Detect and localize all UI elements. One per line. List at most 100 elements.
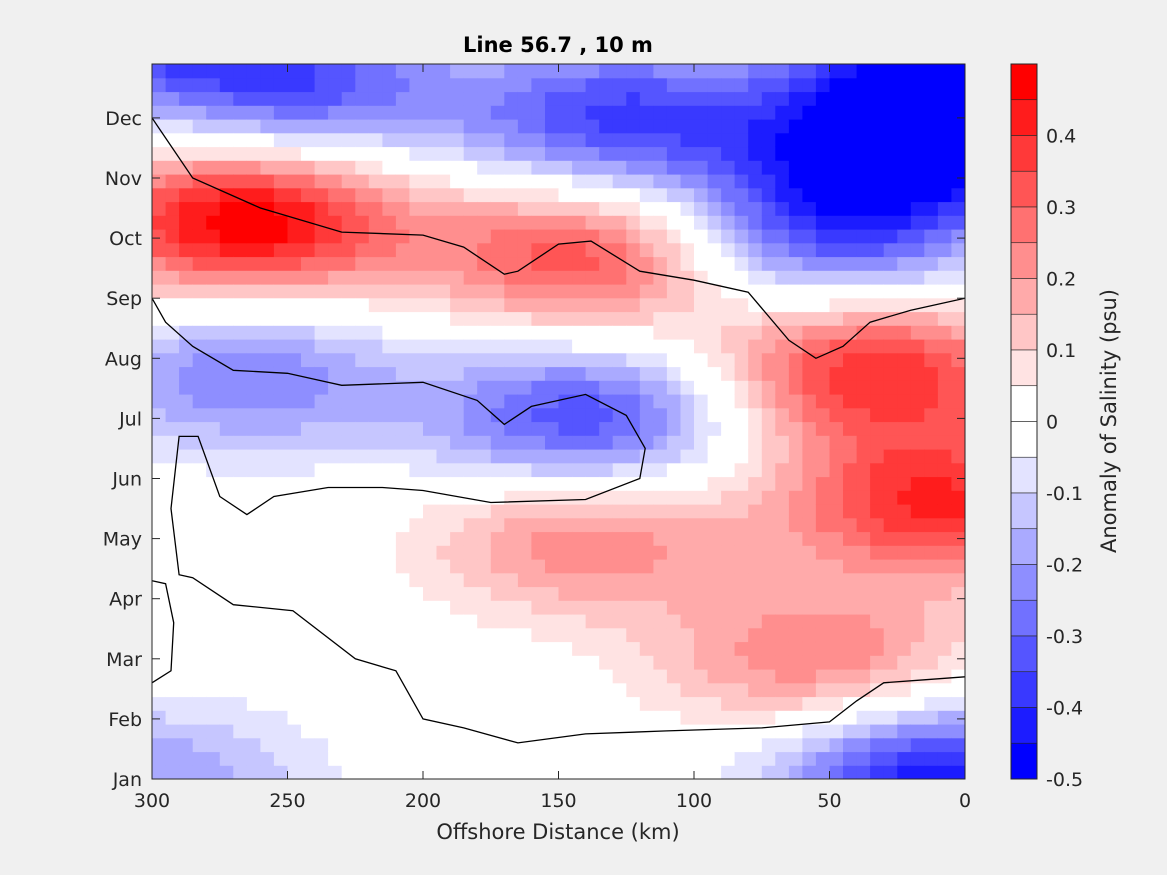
field-cell xyxy=(260,394,275,409)
colorbar-bin xyxy=(1010,599,1038,637)
field-cell xyxy=(829,284,844,299)
y-tick-label: Jun xyxy=(111,469,142,491)
field-cell xyxy=(314,504,329,519)
field-cell xyxy=(843,614,858,629)
field-cell xyxy=(409,655,424,670)
field-cell xyxy=(206,504,221,519)
field-cell xyxy=(287,284,302,299)
field-cell xyxy=(572,490,587,505)
field-cell xyxy=(436,284,451,299)
field-cell xyxy=(531,119,546,134)
field-cell xyxy=(775,490,790,505)
field-cell xyxy=(260,737,275,753)
field-cell xyxy=(653,614,668,629)
field-cell xyxy=(897,490,912,505)
field-cell xyxy=(477,132,492,148)
field-cell xyxy=(463,572,478,588)
field-cell xyxy=(545,600,560,615)
field-cell xyxy=(734,600,749,615)
field-cell xyxy=(301,380,316,395)
field-cell xyxy=(775,669,790,684)
field-cell xyxy=(287,421,302,436)
field-cell xyxy=(273,270,289,285)
field-cell xyxy=(504,105,519,120)
field-cell xyxy=(355,174,370,189)
field-cell xyxy=(301,504,316,519)
field-cell xyxy=(761,765,776,779)
field-cell xyxy=(260,600,275,615)
field-cell xyxy=(219,421,234,436)
field-cell xyxy=(653,559,668,574)
field-cell xyxy=(639,229,654,244)
field-cell xyxy=(341,366,356,381)
field-cell xyxy=(246,201,262,216)
field-cell xyxy=(287,614,302,629)
field-cell xyxy=(870,229,885,244)
field-cell xyxy=(829,270,844,285)
field-cell xyxy=(612,77,627,93)
field-cell xyxy=(328,380,343,395)
field-cell xyxy=(572,407,587,423)
field-cell xyxy=(436,174,451,189)
field-cell xyxy=(260,215,275,230)
field-cell xyxy=(233,710,248,725)
field-cell xyxy=(545,751,560,766)
field-cell xyxy=(382,311,397,326)
field-cell xyxy=(436,545,451,560)
field-cell xyxy=(328,407,343,423)
field-cell xyxy=(314,517,329,533)
field-cell xyxy=(883,132,898,148)
field-cell xyxy=(450,229,465,244)
field-cell xyxy=(748,490,763,505)
field-cell xyxy=(545,174,560,189)
field-cell xyxy=(382,559,397,574)
field-cell xyxy=(612,242,627,258)
field-cell xyxy=(558,751,573,766)
field-cell xyxy=(585,105,600,120)
field-cell xyxy=(653,132,668,148)
field-cell xyxy=(870,325,885,340)
field-cell xyxy=(409,641,424,656)
field-cell xyxy=(721,105,736,120)
field-cell xyxy=(260,64,275,79)
field-cell xyxy=(572,517,587,533)
field-cell xyxy=(436,462,451,478)
field-cell xyxy=(517,682,533,698)
field-cell xyxy=(612,559,627,574)
field-cell xyxy=(152,586,167,601)
field-cell xyxy=(653,572,668,588)
field-cell xyxy=(815,325,831,340)
field-cell xyxy=(355,421,370,436)
field-cell xyxy=(761,394,776,409)
field-cell xyxy=(192,64,207,79)
field-cell xyxy=(572,394,587,409)
field-cell xyxy=(287,311,302,326)
field-cell xyxy=(450,366,465,381)
field-cell xyxy=(666,627,682,643)
field-cell xyxy=(233,91,248,106)
field-cell xyxy=(815,490,831,505)
field-cell xyxy=(273,435,289,450)
field-cell xyxy=(653,490,668,505)
field-cell xyxy=(666,421,682,436)
field-cell xyxy=(328,751,343,766)
field-cell xyxy=(694,517,709,533)
field-cell xyxy=(179,380,194,395)
field-cell xyxy=(409,765,424,779)
field-cell xyxy=(477,504,492,519)
field-cell xyxy=(517,737,533,753)
field-cell xyxy=(572,765,587,779)
field-cell xyxy=(694,77,709,93)
field-cell xyxy=(856,421,871,436)
field-cell xyxy=(937,407,953,423)
field-cell xyxy=(355,256,370,271)
field-cell xyxy=(707,297,722,313)
field-cell xyxy=(192,627,207,643)
field-cell xyxy=(748,421,763,436)
field-cell xyxy=(395,297,411,313)
field-cell xyxy=(504,77,519,93)
field-cell xyxy=(910,174,925,189)
field-cell xyxy=(937,724,953,739)
field-cell xyxy=(477,600,492,615)
field-cell xyxy=(328,352,343,368)
